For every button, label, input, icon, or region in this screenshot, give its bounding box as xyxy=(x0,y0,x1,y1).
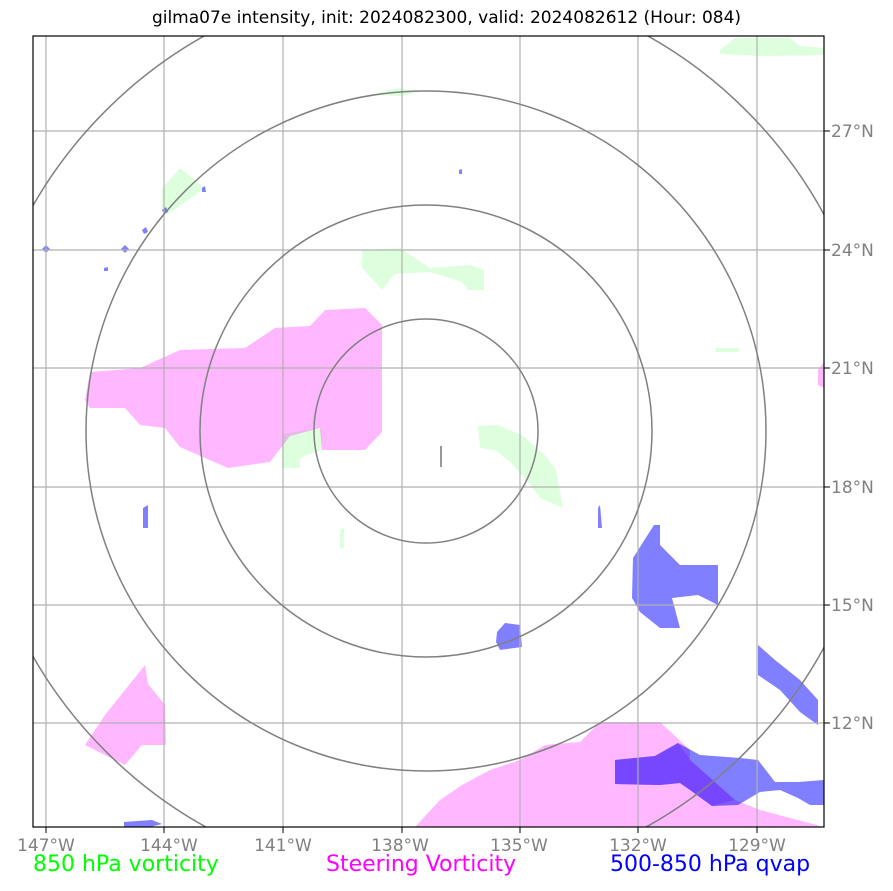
plot-title: gilma07e intensity, init: 2024082300, va… xyxy=(151,8,742,28)
range-ring-3 xyxy=(85,90,767,772)
lon-tick-label: 147°W xyxy=(17,836,75,856)
lat-tick-label: 24°N xyxy=(831,241,874,261)
vorticity-850-fill xyxy=(162,38,824,548)
lon-tick-label: 132°W xyxy=(609,836,667,856)
map-plot-area xyxy=(33,36,824,827)
lat-tick-label: 18°N xyxy=(831,478,874,498)
tick-marks xyxy=(45,130,830,833)
range-ring-2 xyxy=(199,204,653,658)
lat-tick-label: 12°N xyxy=(831,714,874,734)
legend-qvap: 500-850 hPa qvap xyxy=(610,852,811,877)
lon-tick-label: 135°W xyxy=(490,836,548,856)
range-ring-1 xyxy=(313,318,539,544)
lon-tick-labels: 147°W 144°W 141°W 138°W 135°W 132°W 129°… xyxy=(17,836,786,856)
legend-steering-vorticity: Steering Vorticity xyxy=(326,852,517,877)
lon-tick-label: 144°W xyxy=(140,836,198,856)
legend-850-vorticity: 850 hPa vorticity xyxy=(33,852,219,877)
lon-tick-label: 138°W xyxy=(371,836,429,856)
lon-tick-label: 141°W xyxy=(254,836,312,856)
lon-tick-label: 129°W xyxy=(728,836,786,856)
lat-tick-labels: 27°N 24°N 21°N 18°N 15°N 12°N xyxy=(831,122,874,734)
range-rings xyxy=(33,36,824,827)
gridlines xyxy=(33,36,824,827)
lat-tick-label: 15°N xyxy=(831,596,874,616)
plot-frame xyxy=(32,35,825,828)
lat-tick-label: 21°N xyxy=(831,359,874,379)
lat-tick-label: 27°N xyxy=(831,122,874,142)
qvap-overlap-fill xyxy=(615,743,735,806)
